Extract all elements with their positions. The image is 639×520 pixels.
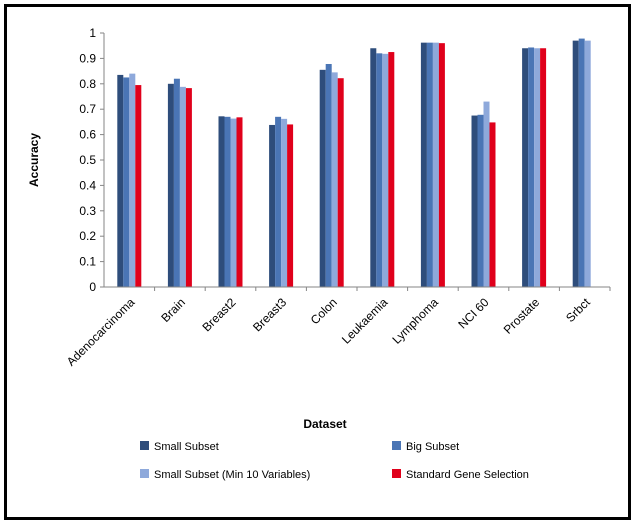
bar <box>528 47 535 288</box>
bar <box>578 38 585 288</box>
bar <box>218 116 225 287</box>
bar <box>224 116 231 287</box>
x-tick-label: Colon <box>308 295 340 327</box>
bar <box>281 118 288 288</box>
bar <box>370 48 377 287</box>
y-tick-label: 0.7 <box>79 102 96 116</box>
bar <box>179 86 186 288</box>
x-tick-label: Breast2 <box>199 295 238 334</box>
bar <box>438 43 445 287</box>
legend-label: Small Subset <box>154 441 219 453</box>
bar <box>388 52 395 287</box>
legend-label: Big Subset <box>406 441 459 453</box>
bar <box>432 42 439 287</box>
bar <box>173 78 180 287</box>
bar <box>376 53 383 287</box>
bar <box>319 69 326 287</box>
bar <box>420 42 427 287</box>
y-tick-label: 0.5 <box>79 153 96 167</box>
bar <box>123 77 130 287</box>
bar <box>275 116 282 287</box>
x-tick-label: Srbct <box>563 295 593 325</box>
x-tick-label: Breast3 <box>250 295 289 334</box>
bar <box>325 63 332 287</box>
bar <box>534 48 541 287</box>
y-tick-label: 0.8 <box>79 77 96 91</box>
bar <box>483 101 490 287</box>
y-tick-label: 0 <box>89 280 96 294</box>
bar <box>287 124 294 287</box>
y-tick-label: 0.4 <box>79 178 96 192</box>
bar <box>540 48 547 287</box>
bar <box>129 73 136 287</box>
bar <box>167 83 174 287</box>
x-tick-label: Lymphoma <box>389 295 441 347</box>
y-tick-label: 1 <box>89 26 96 40</box>
bar <box>331 72 338 288</box>
y-axis-title: Accuracy <box>27 133 41 187</box>
bar <box>117 74 124 287</box>
x-tick-label: Leukaemia <box>339 295 391 347</box>
y-tick-label: 0.2 <box>79 229 96 243</box>
bar <box>584 40 591 288</box>
y-tick-label: 0.9 <box>79 51 96 65</box>
bar <box>471 115 478 287</box>
bar <box>230 118 237 288</box>
legend-swatch <box>392 441 401 450</box>
bar <box>185 88 192 287</box>
y-tick-label: 0.1 <box>79 255 96 269</box>
legend-label: Standard Gene Selection <box>406 469 529 481</box>
bar <box>269 124 276 287</box>
bar <box>426 42 433 287</box>
bar <box>135 85 142 287</box>
bar <box>236 117 243 287</box>
x-tick-label: NCI 60 <box>455 295 492 332</box>
legend-label: Small Subset (Min 10 Variables) <box>154 469 310 481</box>
bar <box>382 53 389 287</box>
x-tick-label: Brain <box>158 295 188 325</box>
bar <box>522 48 529 287</box>
legend-swatch <box>140 469 149 478</box>
bar <box>337 78 344 287</box>
y-tick-label: 0.3 <box>79 204 96 218</box>
legend-swatch <box>392 469 401 478</box>
bar <box>489 122 496 288</box>
x-axis-title: Dataset <box>303 417 346 431</box>
bar <box>572 40 579 288</box>
bar <box>477 114 484 288</box>
y-tick-label: 0.6 <box>79 128 96 142</box>
x-tick-label: Prostate <box>501 295 543 337</box>
legend-swatch <box>140 441 149 450</box>
x-tick-label: Adenocarcinoma <box>64 295 138 369</box>
